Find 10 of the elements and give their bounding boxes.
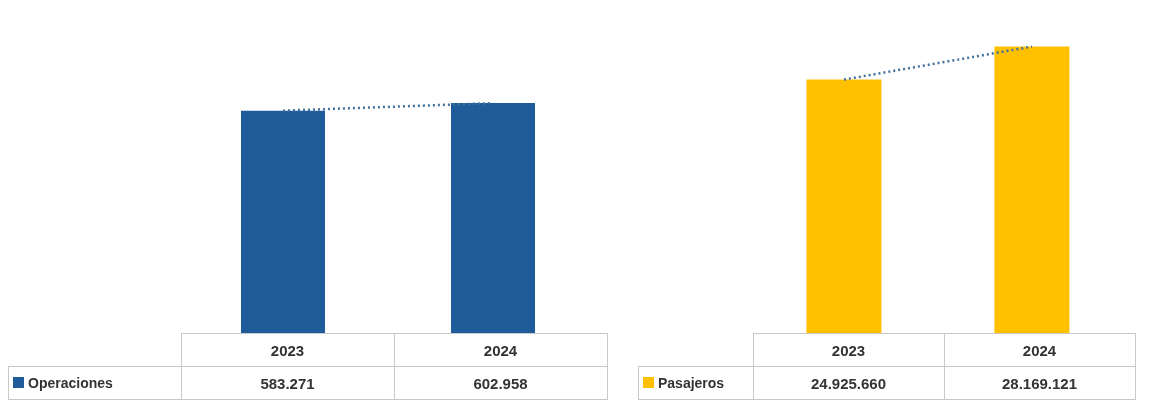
x-tick-label: 2024 [944,333,1135,367]
legend-label: Pasajeros [657,375,725,391]
x-tick-label: 2024 [394,333,607,367]
legend-label: Operaciones [27,375,113,391]
data-label: 28.169.121 [944,366,1135,400]
data-label: 583.271 [181,366,394,400]
x-tick-label: 2023 [753,333,944,367]
x-tick-label: 2023 [181,333,394,367]
data-label: 602.958 [394,366,607,400]
data-label: 24.925.660 [753,366,944,400]
